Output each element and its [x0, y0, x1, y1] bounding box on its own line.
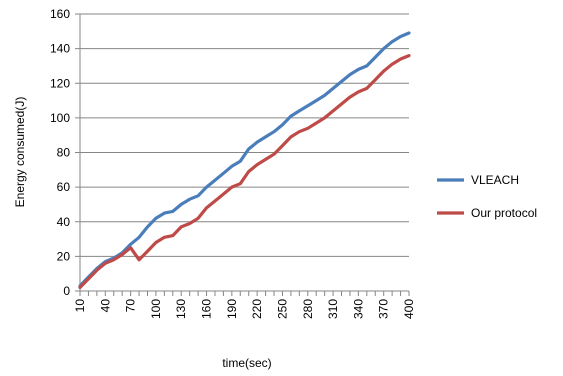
x-tick-label: 310: [326, 299, 340, 319]
x-tick-label: 250: [275, 299, 289, 319]
y-tick-label: 100: [50, 111, 70, 125]
x-tick-label: 280: [301, 299, 315, 319]
x-axis-title: time(sec): [222, 356, 271, 370]
y-tick-label: 120: [50, 76, 70, 90]
x-tick-label: 130: [174, 299, 188, 319]
y-tick-label: 140: [50, 42, 70, 56]
y-tick-labels: 0 20 40 60 80 100 120 140 160: [50, 7, 70, 298]
x-tick-label: 190: [225, 299, 239, 319]
y-tick-label: 80: [57, 146, 71, 160]
y-tick-label: 0: [63, 284, 70, 298]
x-tick-label: 400: [402, 299, 416, 319]
x-tick-label: 340: [351, 299, 365, 319]
legend-label-0: VLEACH: [471, 173, 519, 187]
y-tick-label: 40: [57, 215, 71, 229]
y-tick-label: 160: [50, 7, 70, 21]
x-tick-label: 370: [377, 299, 391, 319]
x-tick-label: 100: [149, 299, 163, 319]
legend-label-1: Our protocol: [471, 206, 537, 220]
x-tick-label: 160: [200, 299, 214, 319]
x-tick-label: 70: [124, 299, 138, 313]
x-tick-label: 10: [73, 299, 87, 313]
x-tick-label: 220: [250, 299, 264, 319]
series-line-1: [78, 53, 411, 290]
y-tick-label: 60: [57, 180, 71, 194]
x-tick-label: 40: [98, 299, 112, 313]
x-tick-labels: 10 40 70 100 130 160 190 220 250 280 310 340 370 400: [73, 291, 416, 319]
series-line-0: [78, 31, 411, 288]
y-axis-title: Energy consumed(J): [13, 97, 27, 208]
chart-legend: VLEACH Our protocol: [437, 173, 537, 220]
chart-series: [78, 31, 411, 290]
y-tick-label: 20: [57, 249, 71, 263]
